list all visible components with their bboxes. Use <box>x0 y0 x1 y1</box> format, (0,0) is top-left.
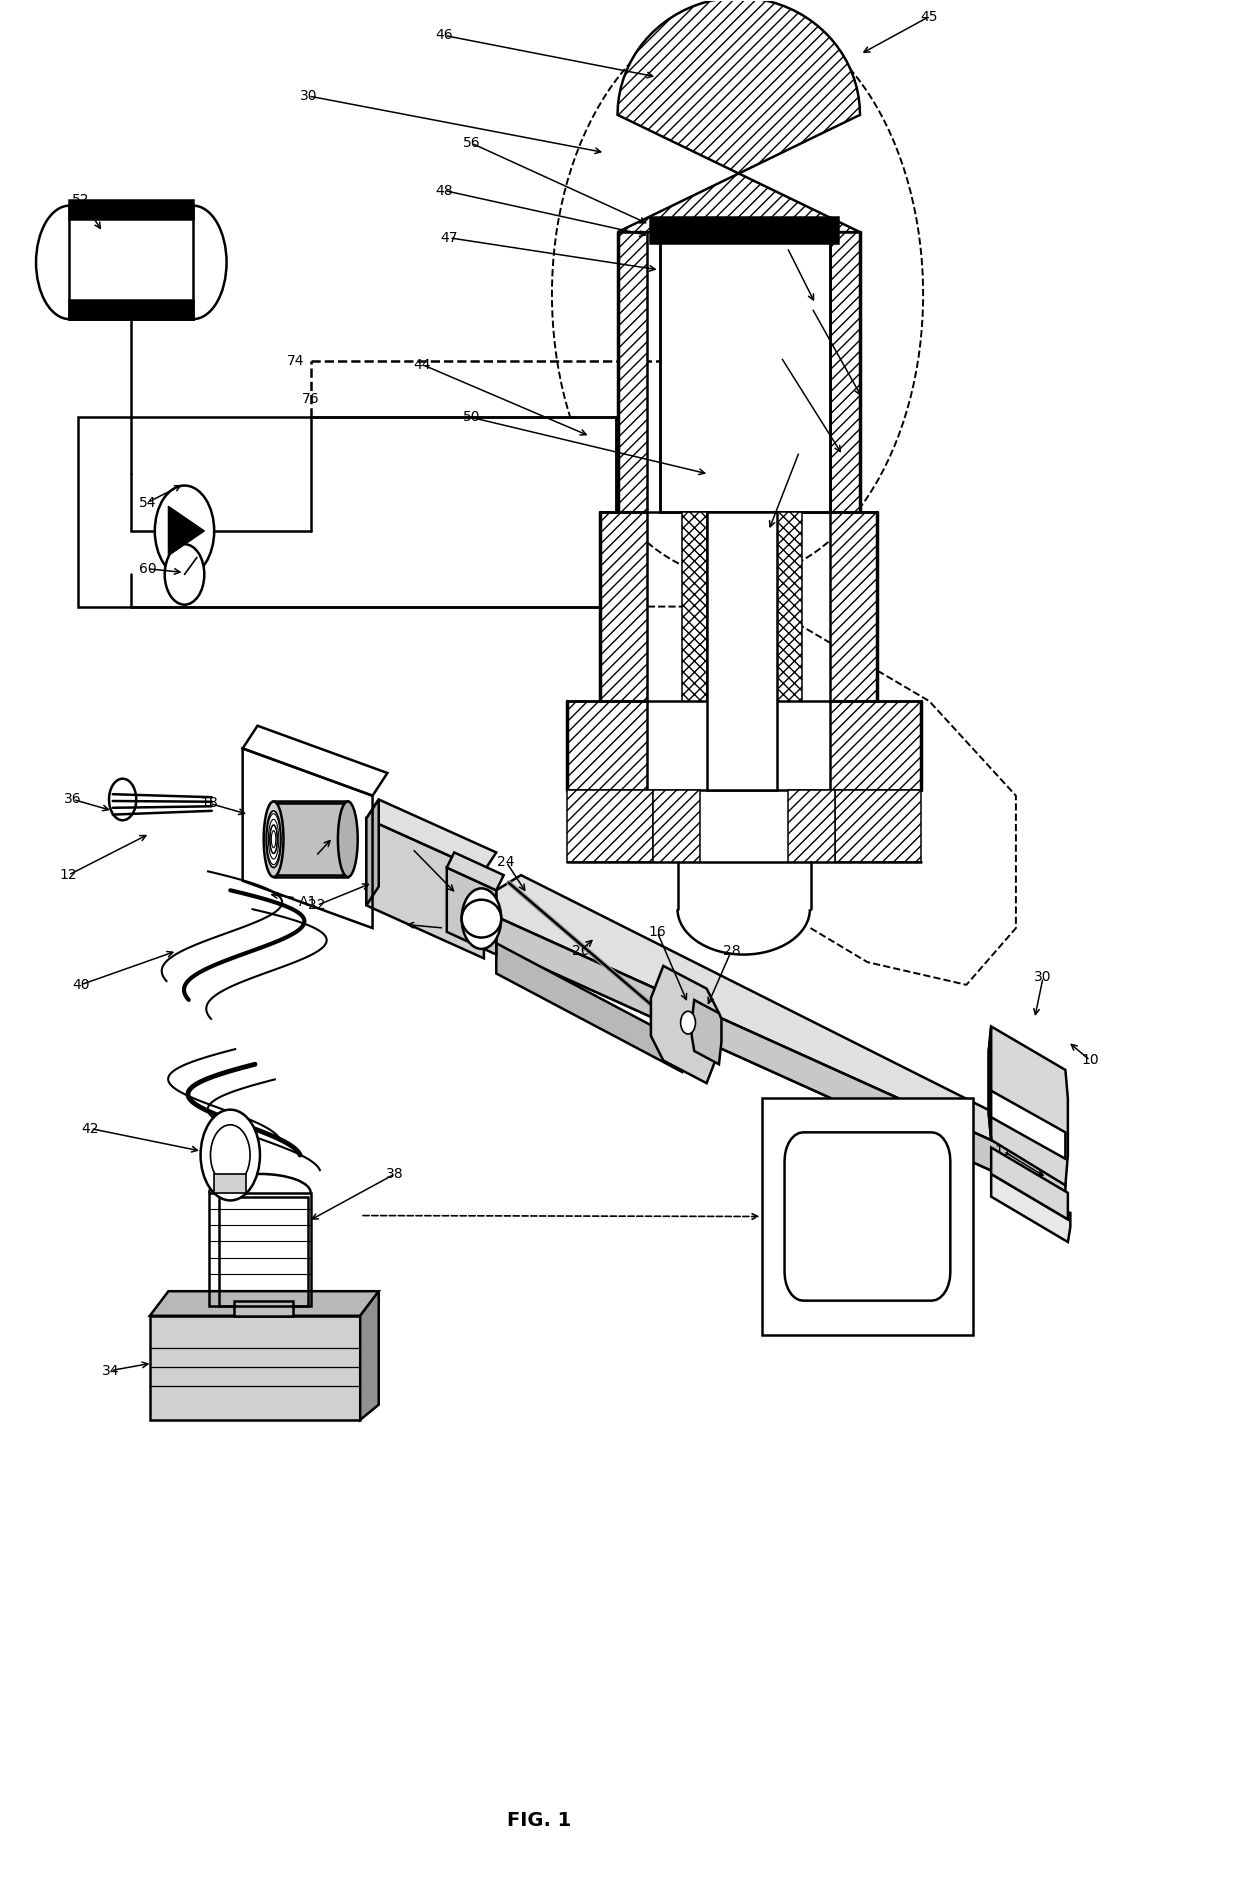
Polygon shape <box>496 917 1040 1193</box>
Text: 14: 14 <box>889 1295 908 1309</box>
Text: 16: 16 <box>649 924 666 939</box>
Bar <box>69 301 193 318</box>
Polygon shape <box>692 1000 722 1064</box>
Ellipse shape <box>461 900 501 938</box>
Circle shape <box>165 544 205 604</box>
Text: 20: 20 <box>306 849 325 864</box>
Circle shape <box>211 1125 250 1186</box>
Ellipse shape <box>339 801 357 877</box>
Polygon shape <box>150 1316 360 1420</box>
Text: 12: 12 <box>60 867 77 883</box>
Text: 58: 58 <box>791 445 808 458</box>
Polygon shape <box>618 0 861 233</box>
Text: 30: 30 <box>1034 970 1052 985</box>
Ellipse shape <box>270 826 278 854</box>
Text: 38: 38 <box>386 1167 404 1182</box>
Polygon shape <box>831 233 861 511</box>
Text: 32: 32 <box>403 841 420 856</box>
Polygon shape <box>682 511 707 701</box>
Text: 11: 11 <box>994 1144 1012 1159</box>
Text: 42: 42 <box>82 1121 99 1136</box>
Text: 54: 54 <box>139 496 156 509</box>
Text: 22: 22 <box>308 898 326 913</box>
Polygon shape <box>785 1133 950 1301</box>
Circle shape <box>201 1110 260 1201</box>
Text: 60: 60 <box>139 563 156 576</box>
Bar <box>274 803 347 875</box>
Bar <box>660 233 831 511</box>
Polygon shape <box>651 966 719 1083</box>
Polygon shape <box>777 511 802 701</box>
Text: 34: 34 <box>102 1364 119 1377</box>
Text: 46: 46 <box>435 28 453 42</box>
Text: 44: 44 <box>413 358 430 371</box>
Polygon shape <box>496 875 1065 1178</box>
Text: 26: 26 <box>572 943 589 958</box>
Polygon shape <box>215 1174 247 1193</box>
Bar <box>234 1301 294 1316</box>
Polygon shape <box>567 790 653 862</box>
Polygon shape <box>567 701 647 790</box>
Polygon shape <box>836 790 920 862</box>
Polygon shape <box>988 1027 991 1140</box>
Polygon shape <box>366 818 484 958</box>
Polygon shape <box>991 1174 1070 1242</box>
Circle shape <box>461 888 501 949</box>
Circle shape <box>155 485 215 576</box>
Text: FIG. 1: FIG. 1 <box>507 1811 572 1830</box>
Text: 56: 56 <box>463 136 480 150</box>
Text: A2: A2 <box>450 924 469 939</box>
Polygon shape <box>653 790 701 862</box>
Polygon shape <box>360 1292 378 1420</box>
Polygon shape <box>789 790 836 862</box>
Polygon shape <box>988 1027 1068 1186</box>
Polygon shape <box>618 233 647 511</box>
Text: 30: 30 <box>300 89 317 102</box>
Polygon shape <box>496 943 682 1072</box>
Polygon shape <box>150 1292 378 1316</box>
Text: 40: 40 <box>72 977 89 992</box>
Bar <box>650 218 838 244</box>
Bar <box>69 201 193 220</box>
Bar <box>707 511 777 790</box>
Text: A1: A1 <box>299 894 317 909</box>
Text: 74: 74 <box>288 354 305 367</box>
Polygon shape <box>831 701 920 790</box>
Text: 43: 43 <box>804 301 821 314</box>
Text: 10: 10 <box>1081 1053 1099 1068</box>
Bar <box>210 1193 311 1307</box>
Polygon shape <box>446 867 496 955</box>
Circle shape <box>681 1011 696 1034</box>
Polygon shape <box>169 506 205 555</box>
Text: 48: 48 <box>435 184 453 197</box>
Polygon shape <box>446 852 503 890</box>
Text: 18: 18 <box>201 795 218 811</box>
Bar <box>763 1099 972 1335</box>
Polygon shape <box>366 799 378 905</box>
Text: 49: 49 <box>779 241 796 254</box>
Text: 76: 76 <box>301 392 320 405</box>
Text: 50: 50 <box>463 411 480 424</box>
Text: 52: 52 <box>72 193 89 206</box>
Text: 28: 28 <box>723 943 740 958</box>
Text: 62: 62 <box>773 350 790 364</box>
Text: 45: 45 <box>920 9 937 23</box>
Text: 36: 36 <box>64 792 82 807</box>
Bar <box>219 1197 309 1307</box>
Bar <box>78 417 616 606</box>
Ellipse shape <box>267 811 281 867</box>
Polygon shape <box>600 511 647 701</box>
Polygon shape <box>366 799 496 871</box>
Polygon shape <box>496 917 1065 1208</box>
Text: 47: 47 <box>440 231 458 244</box>
Ellipse shape <box>264 801 284 877</box>
Polygon shape <box>991 1148 1068 1220</box>
Text: 24: 24 <box>497 854 515 869</box>
Polygon shape <box>991 1091 1065 1159</box>
Bar <box>69 206 193 318</box>
Polygon shape <box>831 511 878 701</box>
